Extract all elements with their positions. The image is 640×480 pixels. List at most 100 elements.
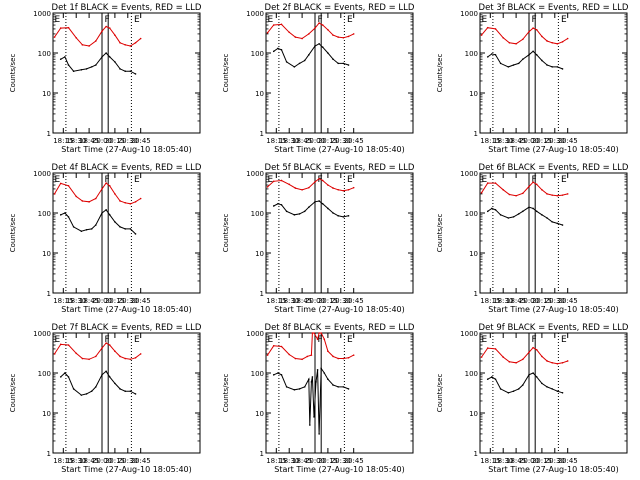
lld-data-point (347, 35, 350, 38)
panel-8: Det 8f BLACK = Events, RED = LLD 1 10 100 10… (222, 323, 415, 474)
lld-data-point (108, 344, 111, 346)
y-tick-label: 1000 (460, 330, 478, 338)
lld-data-point (502, 36, 505, 39)
events-data-point (486, 56, 489, 58)
lld-data-point (301, 358, 303, 361)
x-tick-label: 20:15 (318, 457, 338, 465)
lld-data-point (108, 184, 111, 187)
y-tick-label: 1000 (33, 170, 51, 178)
plot-frame (265, 172, 414, 294)
x-tick-label: 18:45 (292, 137, 312, 145)
lld-data-point (272, 180, 275, 183)
x-tick-label: 18:45 (79, 457, 99, 465)
interval-marker: E (134, 335, 140, 345)
lld-data-point (280, 179, 283, 182)
events-data-point (532, 207, 534, 210)
lld-data-point (342, 36, 345, 39)
events-data-point (298, 388, 301, 390)
y-axis-label: Counts/sec (222, 54, 230, 93)
x-tick-label: 18:45 (79, 137, 99, 145)
events-data-point (535, 376, 538, 378)
lld-data-point (314, 27, 316, 29)
lld-data-point (75, 36, 78, 39)
lld-data-point (129, 45, 132, 47)
events-data-point (494, 54, 497, 56)
events-data-point (59, 376, 62, 378)
events-series-line (60, 209, 136, 235)
lld-data-point (88, 45, 90, 47)
interval-marker: E (561, 175, 567, 185)
lld-data-point (272, 24, 275, 26)
lld-data-point (566, 37, 569, 40)
plot-frame (52, 12, 201, 134)
lld-data-point (53, 36, 56, 38)
events-data-point (507, 391, 510, 394)
interval-marker: E (482, 175, 488, 185)
lld-data-point (53, 193, 56, 195)
lld-data-point (318, 22, 320, 24)
events-data-point (327, 207, 329, 210)
plot-frame (479, 332, 628, 454)
lld-series-line (481, 347, 568, 365)
x-tick-label: 20:00 (92, 457, 112, 465)
x-tick-label: 18:30 (66, 297, 86, 305)
events-data-point (303, 59, 306, 62)
lld-data-point (480, 356, 483, 358)
panel-grid: Det 1f BLACK = Events, RED = LLD 1 10 100 10… (9, 3, 629, 474)
interval-marker: E (561, 15, 567, 25)
x-tick-label: 18:30 (66, 457, 86, 465)
events-data-point (67, 64, 70, 66)
x-axis-label: Start Time (27-Aug-10 18:05:40) (61, 465, 192, 474)
lld-data-point (486, 347, 489, 349)
lld-data-point (124, 201, 127, 204)
lld-data-point (311, 332, 314, 334)
events-data-point (67, 376, 70, 378)
events-data-point (321, 46, 324, 48)
events-data-point (298, 213, 301, 215)
events-data-point (105, 370, 107, 373)
lld-data-point (88, 358, 90, 361)
x-axis-label: Start Time (27-Aug-10 18:05:40) (61, 145, 192, 154)
panel-title: Det 8f BLACK = Events, RED = LLD (265, 323, 415, 333)
lld-data-point (494, 348, 497, 350)
events-data-point (119, 68, 121, 70)
lld-data-point (486, 182, 489, 184)
events-data-point (293, 214, 296, 216)
x-tick-label: 20:15 (105, 297, 125, 305)
interval-marker: F (318, 15, 323, 25)
interval-marker: E (134, 15, 140, 25)
y-tick-label: 10 (255, 90, 264, 98)
events-data-point (134, 233, 137, 235)
plot-frame (52, 172, 201, 294)
lld-data-point (101, 347, 103, 349)
lld-data-point (313, 332, 315, 334)
events-data-point (528, 374, 530, 376)
lld-data-point (332, 355, 334, 358)
lld-data-point (342, 357, 345, 360)
events-data-point (59, 214, 62, 216)
lld-data-point (508, 193, 511, 196)
y-tick-label: 1000 (460, 170, 478, 178)
x-axis-label: Start Time (27-Aug-10 18:05:40) (61, 305, 192, 314)
lld-data-point (101, 30, 103, 33)
events-data-point (80, 69, 83, 71)
lld-data-point (532, 181, 534, 183)
x-tick-label: 18:15 (480, 297, 500, 305)
plot-frame (52, 332, 201, 454)
panel-2: Det 2f BLACK = Events, RED = LLD 1 10 100 10… (222, 3, 415, 154)
events-data-point (108, 376, 111, 378)
panel-title: Det 2f BLACK = Events, RED = LLD (265, 3, 415, 13)
y-tick-label: 1 (474, 130, 478, 138)
lld-data-point (318, 177, 320, 180)
x-tick-label: 20:30 (545, 457, 565, 465)
x-tick-label: 18:30 (66, 137, 86, 145)
lld-data-point (95, 197, 97, 200)
interval-marker: F (318, 335, 323, 345)
events-data-point (85, 68, 88, 70)
events-data-point (293, 66, 296, 68)
events-data-point (512, 390, 515, 393)
events-data-point (72, 388, 75, 390)
y-axis-label: Counts/sec (9, 374, 17, 413)
lld-data-point (59, 343, 62, 346)
x-tick-label: 18:15 (53, 137, 73, 145)
